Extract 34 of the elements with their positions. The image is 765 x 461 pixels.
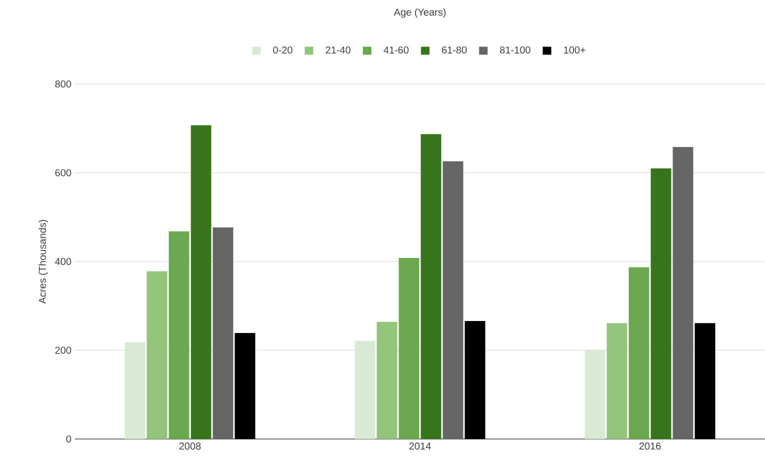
bar — [442, 161, 464, 439]
bar — [354, 340, 376, 439]
bar — [124, 342, 146, 439]
bar — [212, 227, 234, 439]
y-tick-label: 200 — [55, 346, 72, 354]
x-tick-label: 2014 — [409, 442, 431, 450]
y-tick-label: 800 — [55, 80, 72, 88]
legend-title: Age (Years) — [394, 8, 446, 18]
bar — [376, 322, 398, 439]
bar — [628, 267, 650, 439]
x-tick-label: 2016 — [639, 442, 661, 450]
legend-label: 21-40 — [326, 46, 350, 54]
bar — [190, 125, 212, 439]
bar — [606, 323, 628, 439]
bar — [672, 147, 694, 439]
legend-label: 41-60 — [384, 46, 409, 54]
bar — [146, 271, 168, 439]
legend-label: 0-20 — [273, 46, 292, 54]
x-tick-label: 2008 — [179, 442, 201, 450]
bar — [650, 168, 672, 439]
bar — [464, 320, 486, 439]
bar — [234, 332, 256, 439]
bar — [694, 323, 716, 439]
y-axis-title: Acres (Thousands) — [38, 220, 48, 304]
bar — [420, 134, 442, 439]
bar — [398, 258, 420, 439]
legend-label: 61-80 — [442, 46, 467, 54]
legend-label: 100+ — [564, 46, 586, 54]
y-tick-label: 400 — [55, 258, 72, 266]
y-tick-label: 600 — [55, 169, 72, 176]
bar — [168, 231, 190, 439]
legend-label: 81-100 — [500, 46, 530, 54]
y-tick-label: 0 — [66, 435, 72, 443]
bar — [584, 350, 606, 439]
